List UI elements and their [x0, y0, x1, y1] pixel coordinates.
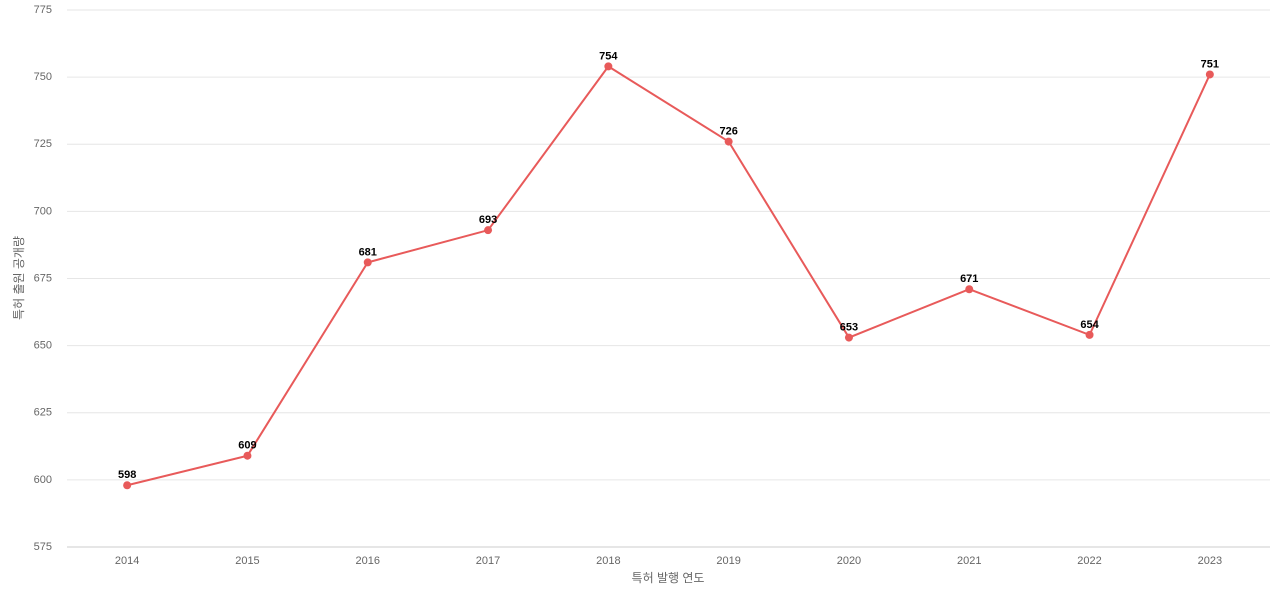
x-tick-label: 2023 [1198, 555, 1222, 567]
y-axis-label: 특허 출원 공개량 [12, 236, 26, 320]
y-tick-label: 575 [34, 541, 52, 553]
y-tick-label: 750 [34, 71, 52, 83]
x-tick-label: 2020 [837, 555, 861, 567]
x-tick-label: 2015 [235, 555, 259, 567]
point [1205, 70, 1214, 79]
data-label: 681 [359, 246, 377, 258]
y-tick-label: 700 [34, 205, 52, 217]
y-tick-label: 725 [34, 138, 52, 150]
point [243, 451, 252, 460]
x-tick-label: 2019 [716, 555, 740, 567]
x-tick-label: 2016 [356, 555, 380, 567]
data-label: 653 [840, 321, 858, 333]
point [844, 333, 853, 342]
point [1085, 330, 1094, 339]
y-tick-label: 625 [34, 407, 52, 419]
x-tick-label: 2021 [957, 555, 981, 567]
x-tick-label: 2014 [115, 555, 139, 567]
point [363, 258, 372, 267]
data-label: 726 [719, 125, 737, 137]
data-label: 671 [960, 273, 978, 285]
data-label: 751 [1201, 58, 1219, 70]
x-tick-label: 2018 [596, 555, 620, 567]
point [123, 481, 132, 490]
data-label: 693 [479, 214, 497, 226]
y-tick-label: 775 [34, 4, 52, 16]
y-tick-label: 675 [34, 272, 52, 284]
point [484, 226, 493, 235]
x-tick-label: 2017 [476, 555, 500, 567]
data-label: 654 [1080, 319, 1099, 331]
data-label: 754 [599, 50, 618, 62]
point [604, 62, 613, 71]
y-tick-label: 600 [34, 474, 52, 486]
point [724, 137, 733, 146]
y-tick-label: 650 [34, 340, 52, 352]
line [126, 65, 1211, 487]
data-label: 609 [238, 440, 256, 452]
x-tick-label: 2022 [1077, 555, 1101, 567]
x-axis-label: 특허 발행 연도 [632, 570, 705, 585]
data-label: 598 [118, 469, 136, 481]
point [965, 285, 974, 294]
